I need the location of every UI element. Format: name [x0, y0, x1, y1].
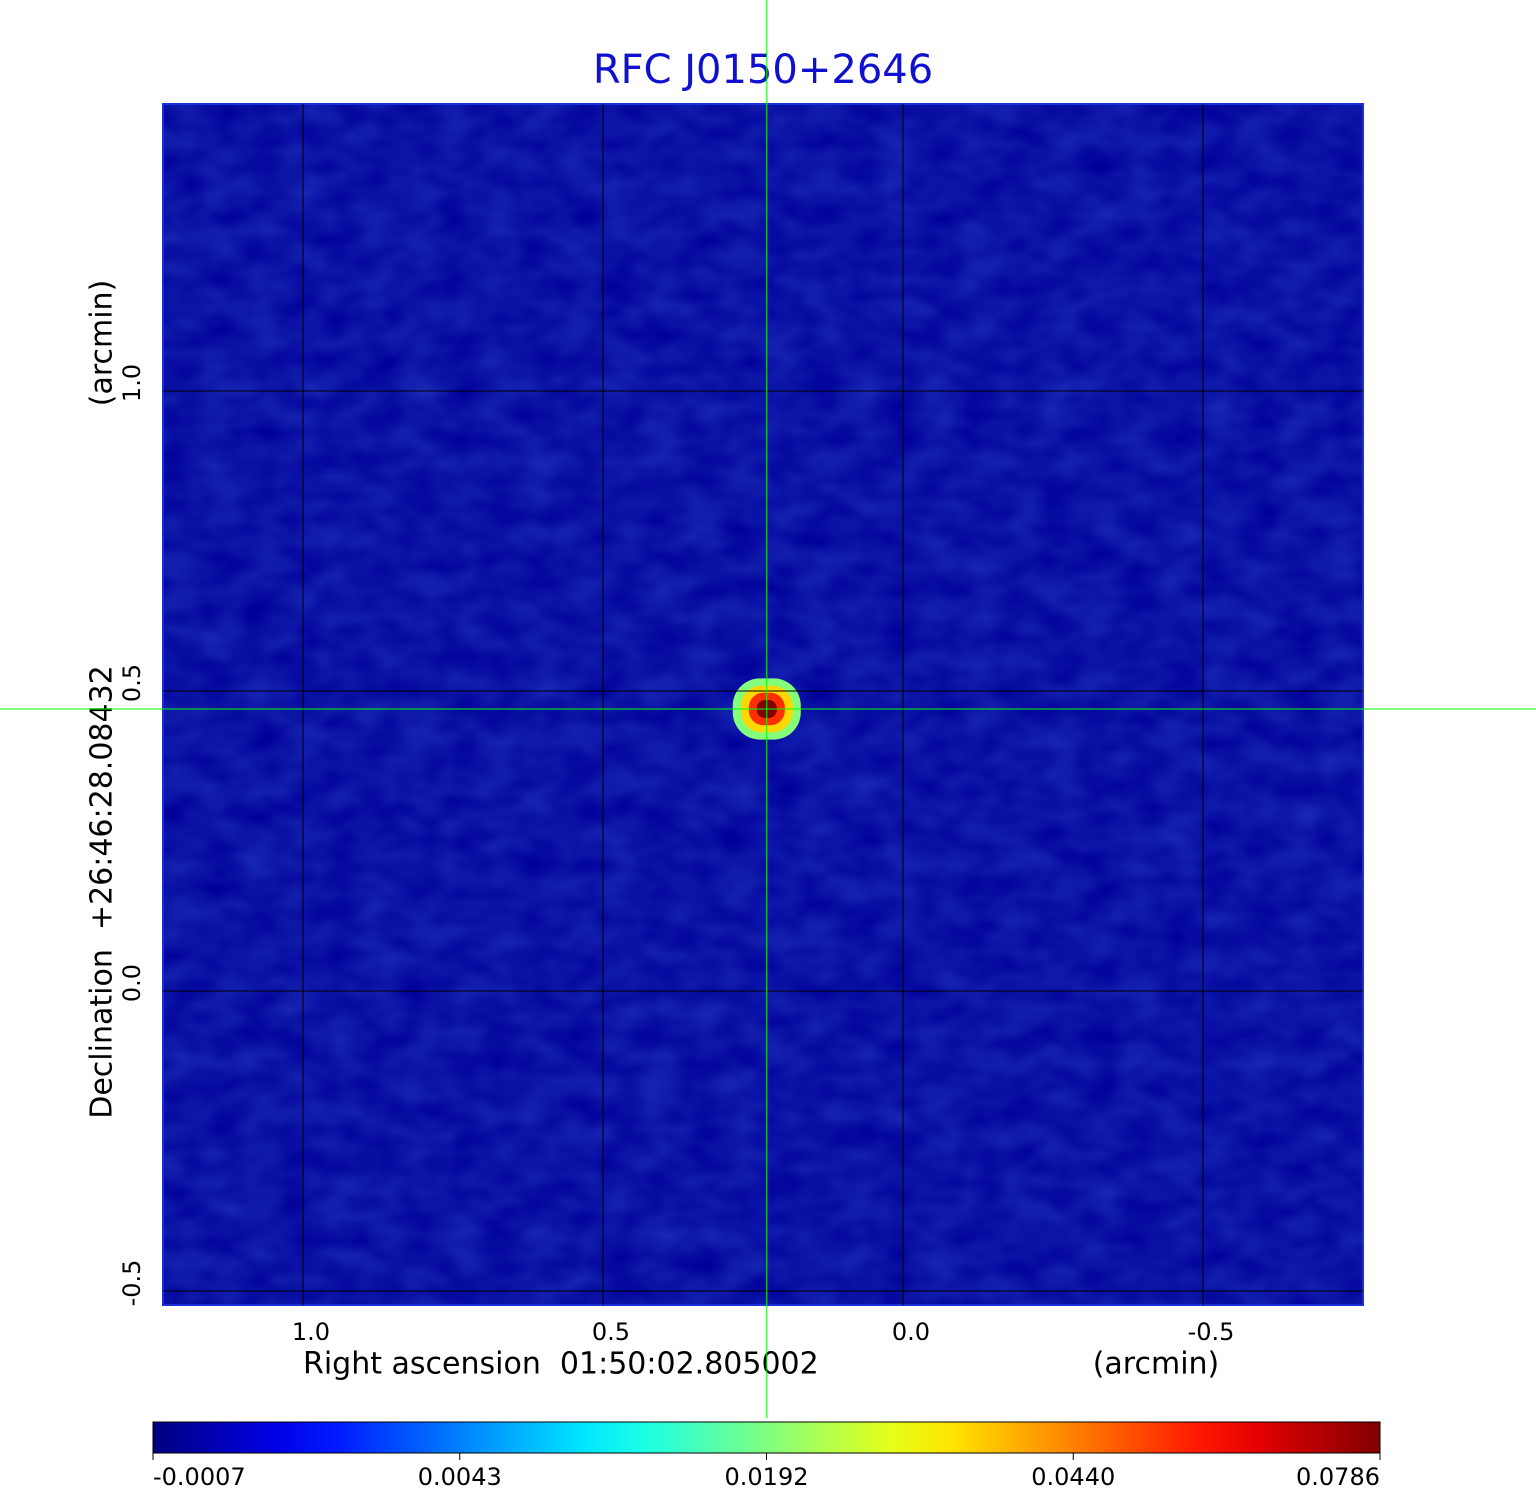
x-tick-label: 1.0: [292, 1318, 330, 1346]
x-tick-label: -0.5: [1188, 1318, 1235, 1346]
y-axis-label: Declination +26:46:28.08432: [85, 665, 120, 1119]
y-tick-label: -0.5: [118, 1260, 146, 1307]
y-tick-label: 0.5: [118, 664, 146, 702]
colorbar-tick-label: -0.0007: [153, 1463, 246, 1491]
colorbar-tick-label: 0.0440: [1031, 1463, 1115, 1491]
x-axis-unit: (arcmin): [1093, 1347, 1220, 1382]
x-tick-label: 0.5: [592, 1318, 630, 1346]
colorbar-tick-label: 0.0043: [418, 1463, 502, 1491]
colorbar: [152, 1421, 1381, 1454]
x-tick-label: 0.0: [892, 1318, 930, 1346]
plot-area: [162, 103, 1364, 1306]
x-axis-label: Right ascension 01:50:02.805002: [303, 1347, 819, 1382]
y-axis-unit: (arcmin): [85, 280, 120, 407]
y-tick-label: 1.0: [118, 364, 146, 402]
chart-title: RFC J0150+2646: [593, 47, 933, 93]
colorbar-tick-label: 0.0192: [725, 1463, 809, 1491]
plot-border: [162, 103, 1364, 1306]
y-tick-label: 0.0: [118, 964, 146, 1002]
colorbar-tick-label: 0.0786: [1296, 1463, 1380, 1491]
